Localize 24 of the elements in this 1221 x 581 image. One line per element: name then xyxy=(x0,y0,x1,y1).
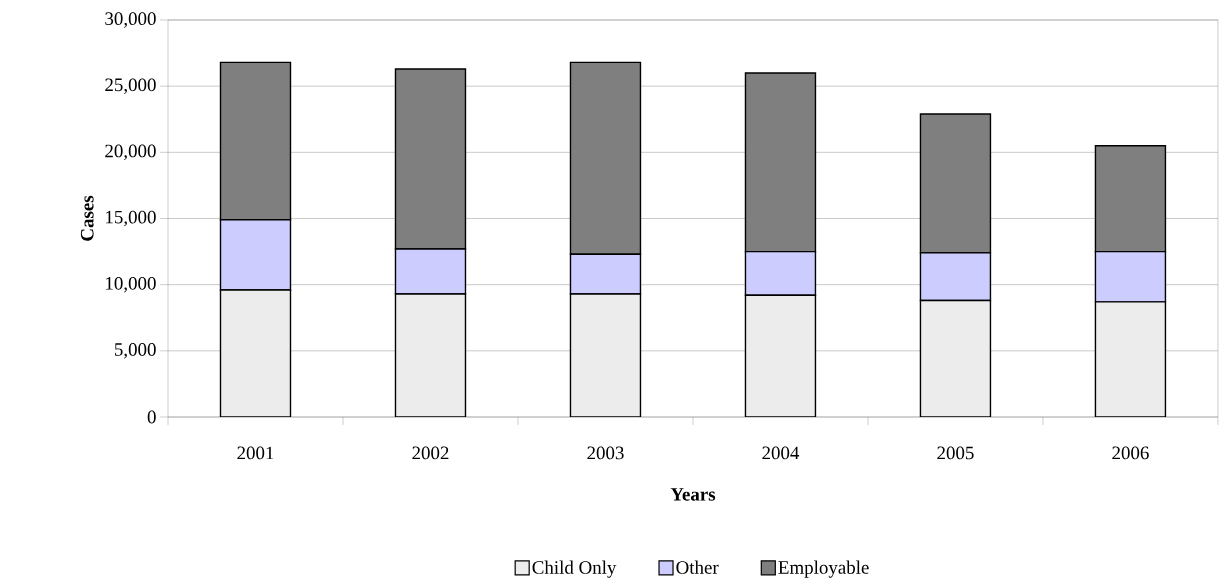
legend-label: Other xyxy=(676,560,719,574)
x-tick-label: 2004 xyxy=(762,446,800,460)
bar xyxy=(744,294,817,417)
y-tick-label: 30,000 xyxy=(105,12,156,28)
x-tick-label: 2003 xyxy=(587,446,624,460)
bar xyxy=(569,293,642,417)
x-tick-label: 2002 xyxy=(412,446,449,460)
legend-label: Employable xyxy=(778,560,869,578)
x-tick-label: 2005 xyxy=(937,446,974,460)
y-tick-label: 15,000 xyxy=(106,210,156,227)
x-tick-label: 2006 xyxy=(1112,446,1149,460)
bar xyxy=(394,293,467,417)
y-tick-label: 25,000 xyxy=(105,78,156,94)
x-axis-title: Years xyxy=(670,488,716,501)
bar xyxy=(219,289,292,417)
bar xyxy=(919,299,992,417)
x-tick-label: 2001 xyxy=(237,446,274,460)
bar xyxy=(1094,301,1167,417)
y-axis-title: Cases xyxy=(80,195,94,241)
y-tick-label: 5,000 xyxy=(114,343,156,359)
y-tick-label: 0 xyxy=(147,410,156,424)
y-tick-label: 20,000 xyxy=(105,144,156,161)
legend-label: Child Only xyxy=(532,560,617,578)
y-tick-label: 10,000 xyxy=(106,276,156,293)
